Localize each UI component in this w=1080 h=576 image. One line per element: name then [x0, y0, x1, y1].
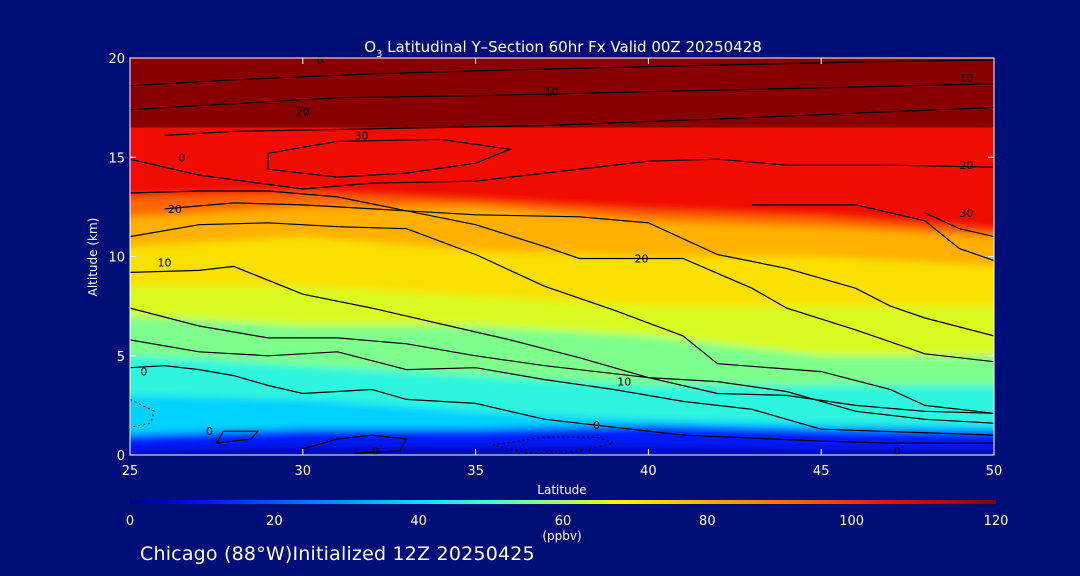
ozone-field — [130, 58, 994, 455]
contour-line — [130, 339, 994, 436]
x-tick-label: 40 — [640, 464, 657, 479]
contour-line — [752, 204, 994, 262]
contour-line — [215, 430, 260, 444]
contour-line — [130, 222, 994, 414]
y-tick-label: 20 — [108, 52, 125, 67]
contour-line — [130, 158, 994, 190]
y-axis: 0 5 10 15 20 — [108, 52, 994, 464]
contour-line — [164, 107, 994, 136]
contour-line — [130, 59, 994, 87]
contour-line — [130, 307, 994, 424]
chart-title: O3 Latitudinal Y–Section 60hr Fx Valid 0… — [364, 38, 762, 60]
colorbar-unit: (ppbv) — [542, 529, 581, 543]
contour-label: 20 — [296, 106, 310, 119]
x-tick-label: 35 — [467, 464, 484, 479]
contour-label: 10 — [617, 376, 631, 389]
footer-run-info: Chicago (88°W)Initialized 12Z 20250425 — [140, 543, 535, 565]
colorbar-ticks: 0 20 40 60 80 100 120 — [126, 514, 1009, 529]
contour-line — [924, 212, 994, 238]
contour-label: 0 — [140, 366, 147, 379]
x-tick-label: 50 — [986, 464, 1003, 479]
colorbar-tick-label: 80 — [699, 514, 716, 529]
x-tick-label: 45 — [813, 464, 830, 479]
plot-area: 0 0 0 0 0 0 10 10 10 10 20 20 20 20 30 30 0 — [129, 54, 995, 458]
contour-label: 0 — [178, 151, 185, 164]
contour-label: 0 — [372, 445, 379, 458]
title-species: O — [364, 38, 376, 56]
colorbar-strip — [130, 500, 996, 504]
contour-label: 0 — [894, 445, 901, 458]
y-axis-label: Altitude (km) — [86, 218, 100, 297]
contour-line — [302, 434, 408, 454]
contour-label: 20 — [959, 159, 973, 172]
title-subscript: 3 — [376, 49, 382, 60]
colorbar: 0 20 40 60 80 100 120 (ppbv) — [126, 500, 1009, 543]
ozone-stratosphere-top — [130, 58, 994, 128]
y-tick-label: 0 — [117, 449, 125, 464]
x-axis: 25 30 35 40 45 50 — [122, 58, 1003, 479]
colorbar-tick-label: 120 — [984, 514, 1009, 529]
colorbar-tick-label: 0 — [126, 514, 134, 529]
y-tick-label: 15 — [108, 151, 125, 166]
contour-label: 10 — [545, 86, 559, 99]
contour-line — [130, 365, 994, 444]
contour-line — [130, 190, 994, 337]
x-tick-label: 25 — [122, 464, 139, 479]
contour-label: 0 — [593, 419, 600, 432]
x-tick-label: 30 — [295, 464, 312, 479]
contour-line — [267, 138, 513, 178]
title-rest: Latitudinal Y–Section 60hr Fx Valid 00Z … — [382, 38, 761, 56]
contour-label: 10 — [158, 256, 172, 269]
contour-label: 0 — [206, 425, 213, 438]
colorbar-tick-label: 20 — [266, 514, 283, 529]
contour-label: 20 — [634, 252, 648, 265]
colorbar-tick-label: 60 — [555, 514, 572, 529]
contour-label: 30 — [355, 129, 369, 142]
contour-label: 30 — [959, 207, 973, 220]
contour-line — [164, 202, 994, 363]
contour-label: 10 — [959, 72, 973, 85]
y-tick-label: 10 — [108, 251, 125, 266]
y-tick-label: 5 — [117, 350, 125, 365]
colorbar-tick-label: 100 — [839, 514, 864, 529]
contour-line — [130, 83, 994, 111]
contour-lines — [130, 59, 994, 454]
x-axis-label: Latitude — [537, 483, 586, 497]
contour-line — [130, 265, 994, 414]
contour-labels: 0 0 0 0 0 0 10 10 10 10 20 20 20 20 30 30 0 — [140, 54, 973, 458]
contour-label: 20 — [168, 203, 182, 216]
colorbar-tick-label: 40 — [410, 514, 427, 529]
contour-label: 0 — [317, 54, 324, 67]
